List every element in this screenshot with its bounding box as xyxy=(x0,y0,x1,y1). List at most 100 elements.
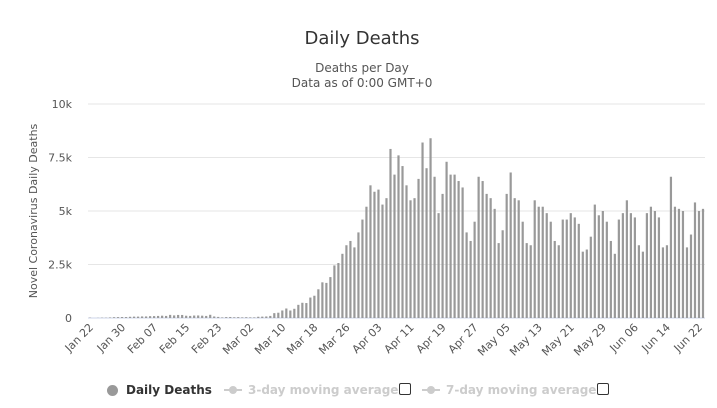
bar[interactable] xyxy=(685,247,689,318)
bar[interactable] xyxy=(413,198,416,318)
bar[interactable] xyxy=(369,185,372,318)
bar[interactable] xyxy=(377,189,380,318)
bar[interactable] xyxy=(189,315,192,318)
bar[interactable] xyxy=(217,316,220,318)
bar[interactable] xyxy=(625,200,628,318)
bar[interactable] xyxy=(241,317,244,318)
bar[interactable] xyxy=(136,316,140,318)
bar[interactable] xyxy=(321,282,324,318)
bar[interactable] xyxy=(281,310,284,318)
bar[interactable] xyxy=(269,315,272,318)
bar[interactable] xyxy=(401,166,404,318)
bar[interactable] xyxy=(489,198,492,318)
bar[interactable] xyxy=(213,316,216,318)
bar[interactable] xyxy=(457,181,460,318)
bar[interactable] xyxy=(485,193,488,318)
bar[interactable] xyxy=(561,219,564,318)
bar[interactable] xyxy=(245,317,248,318)
bar[interactable] xyxy=(221,317,224,318)
bar[interactable] xyxy=(461,187,464,318)
legend-item-daily-deaths[interactable]: Daily Deaths xyxy=(107,380,212,400)
bar[interactable] xyxy=(477,176,480,318)
bar[interactable] xyxy=(253,317,256,318)
bar[interactable] xyxy=(445,161,448,318)
bar[interactable] xyxy=(265,316,268,318)
bar[interactable] xyxy=(293,308,296,318)
bar[interactable] xyxy=(201,315,204,318)
bar[interactable] xyxy=(621,213,624,318)
bar[interactable] xyxy=(661,247,665,318)
bar[interactable] xyxy=(225,317,228,318)
bar[interactable] xyxy=(537,206,540,318)
bar[interactable] xyxy=(469,240,472,318)
bar[interactable] xyxy=(285,308,288,319)
checkbox-3-day-average[interactable] xyxy=(399,383,411,395)
bar[interactable] xyxy=(409,200,412,318)
bar[interactable] xyxy=(493,208,496,318)
bar[interactable] xyxy=(437,213,440,318)
bar[interactable] xyxy=(289,310,292,318)
bar[interactable] xyxy=(541,206,544,318)
bar[interactable] xyxy=(193,315,196,318)
bar[interactable] xyxy=(237,317,240,318)
bar[interactable] xyxy=(513,198,516,318)
bar[interactable] xyxy=(128,316,132,318)
bar[interactable] xyxy=(569,213,572,318)
bar[interactable] xyxy=(597,215,600,318)
bar[interactable] xyxy=(229,316,232,318)
bar[interactable] xyxy=(120,317,124,318)
bar[interactable] xyxy=(205,315,208,318)
bar[interactable] xyxy=(653,211,657,318)
bar[interactable] xyxy=(273,313,276,318)
bar[interactable] xyxy=(645,213,648,318)
bar[interactable] xyxy=(521,221,524,318)
bar[interactable] xyxy=(473,221,476,318)
bar[interactable] xyxy=(525,243,528,318)
bar[interactable] xyxy=(329,277,332,318)
bar[interactable] xyxy=(157,315,160,318)
legend-item-3-day-average[interactable]: 3-day moving average xyxy=(224,380,398,400)
bar[interactable] xyxy=(116,317,120,318)
legend-item-7-day-average[interactable]: 7-day moving average xyxy=(422,380,596,400)
bar[interactable] xyxy=(649,206,653,318)
bar[interactable] xyxy=(165,315,168,318)
bar[interactable] xyxy=(405,185,408,318)
bar[interactable] xyxy=(553,240,556,318)
bar[interactable] xyxy=(209,314,212,318)
bar[interactable] xyxy=(433,176,436,318)
bar[interactable] xyxy=(353,247,356,318)
bar[interactable] xyxy=(261,316,264,318)
bar[interactable] xyxy=(181,314,184,318)
bar[interactable] xyxy=(365,206,368,318)
bar[interactable] xyxy=(533,200,536,318)
bar[interactable] xyxy=(497,243,500,318)
bar[interactable] xyxy=(313,295,316,318)
bar[interactable] xyxy=(449,174,452,318)
bar[interactable] xyxy=(421,142,424,318)
bar[interactable] xyxy=(325,282,328,318)
bar[interactable] xyxy=(577,223,580,318)
bar[interactable] xyxy=(641,251,644,318)
bar[interactable] xyxy=(565,219,568,318)
bar[interactable] xyxy=(665,245,669,318)
bar[interactable] xyxy=(144,316,148,318)
bar[interactable] xyxy=(581,251,584,318)
bar[interactable] xyxy=(669,176,673,318)
bar[interactable] xyxy=(617,219,620,318)
bar[interactable] xyxy=(629,213,632,318)
bar[interactable] xyxy=(557,245,560,318)
bar[interactable] xyxy=(593,204,596,318)
bar[interactable] xyxy=(613,253,616,318)
bar[interactable] xyxy=(277,312,280,318)
bar[interactable] xyxy=(124,317,128,318)
bar-series-daily-deaths[interactable] xyxy=(88,138,705,319)
bar[interactable] xyxy=(381,204,384,318)
bar[interactable] xyxy=(417,178,420,318)
bar[interactable] xyxy=(673,206,677,318)
bar[interactable] xyxy=(341,253,344,318)
bar[interactable] xyxy=(637,245,640,318)
bar[interactable] xyxy=(177,314,180,318)
bar[interactable] xyxy=(681,211,685,318)
bar[interactable] xyxy=(349,240,352,318)
bar[interactable] xyxy=(677,208,681,318)
